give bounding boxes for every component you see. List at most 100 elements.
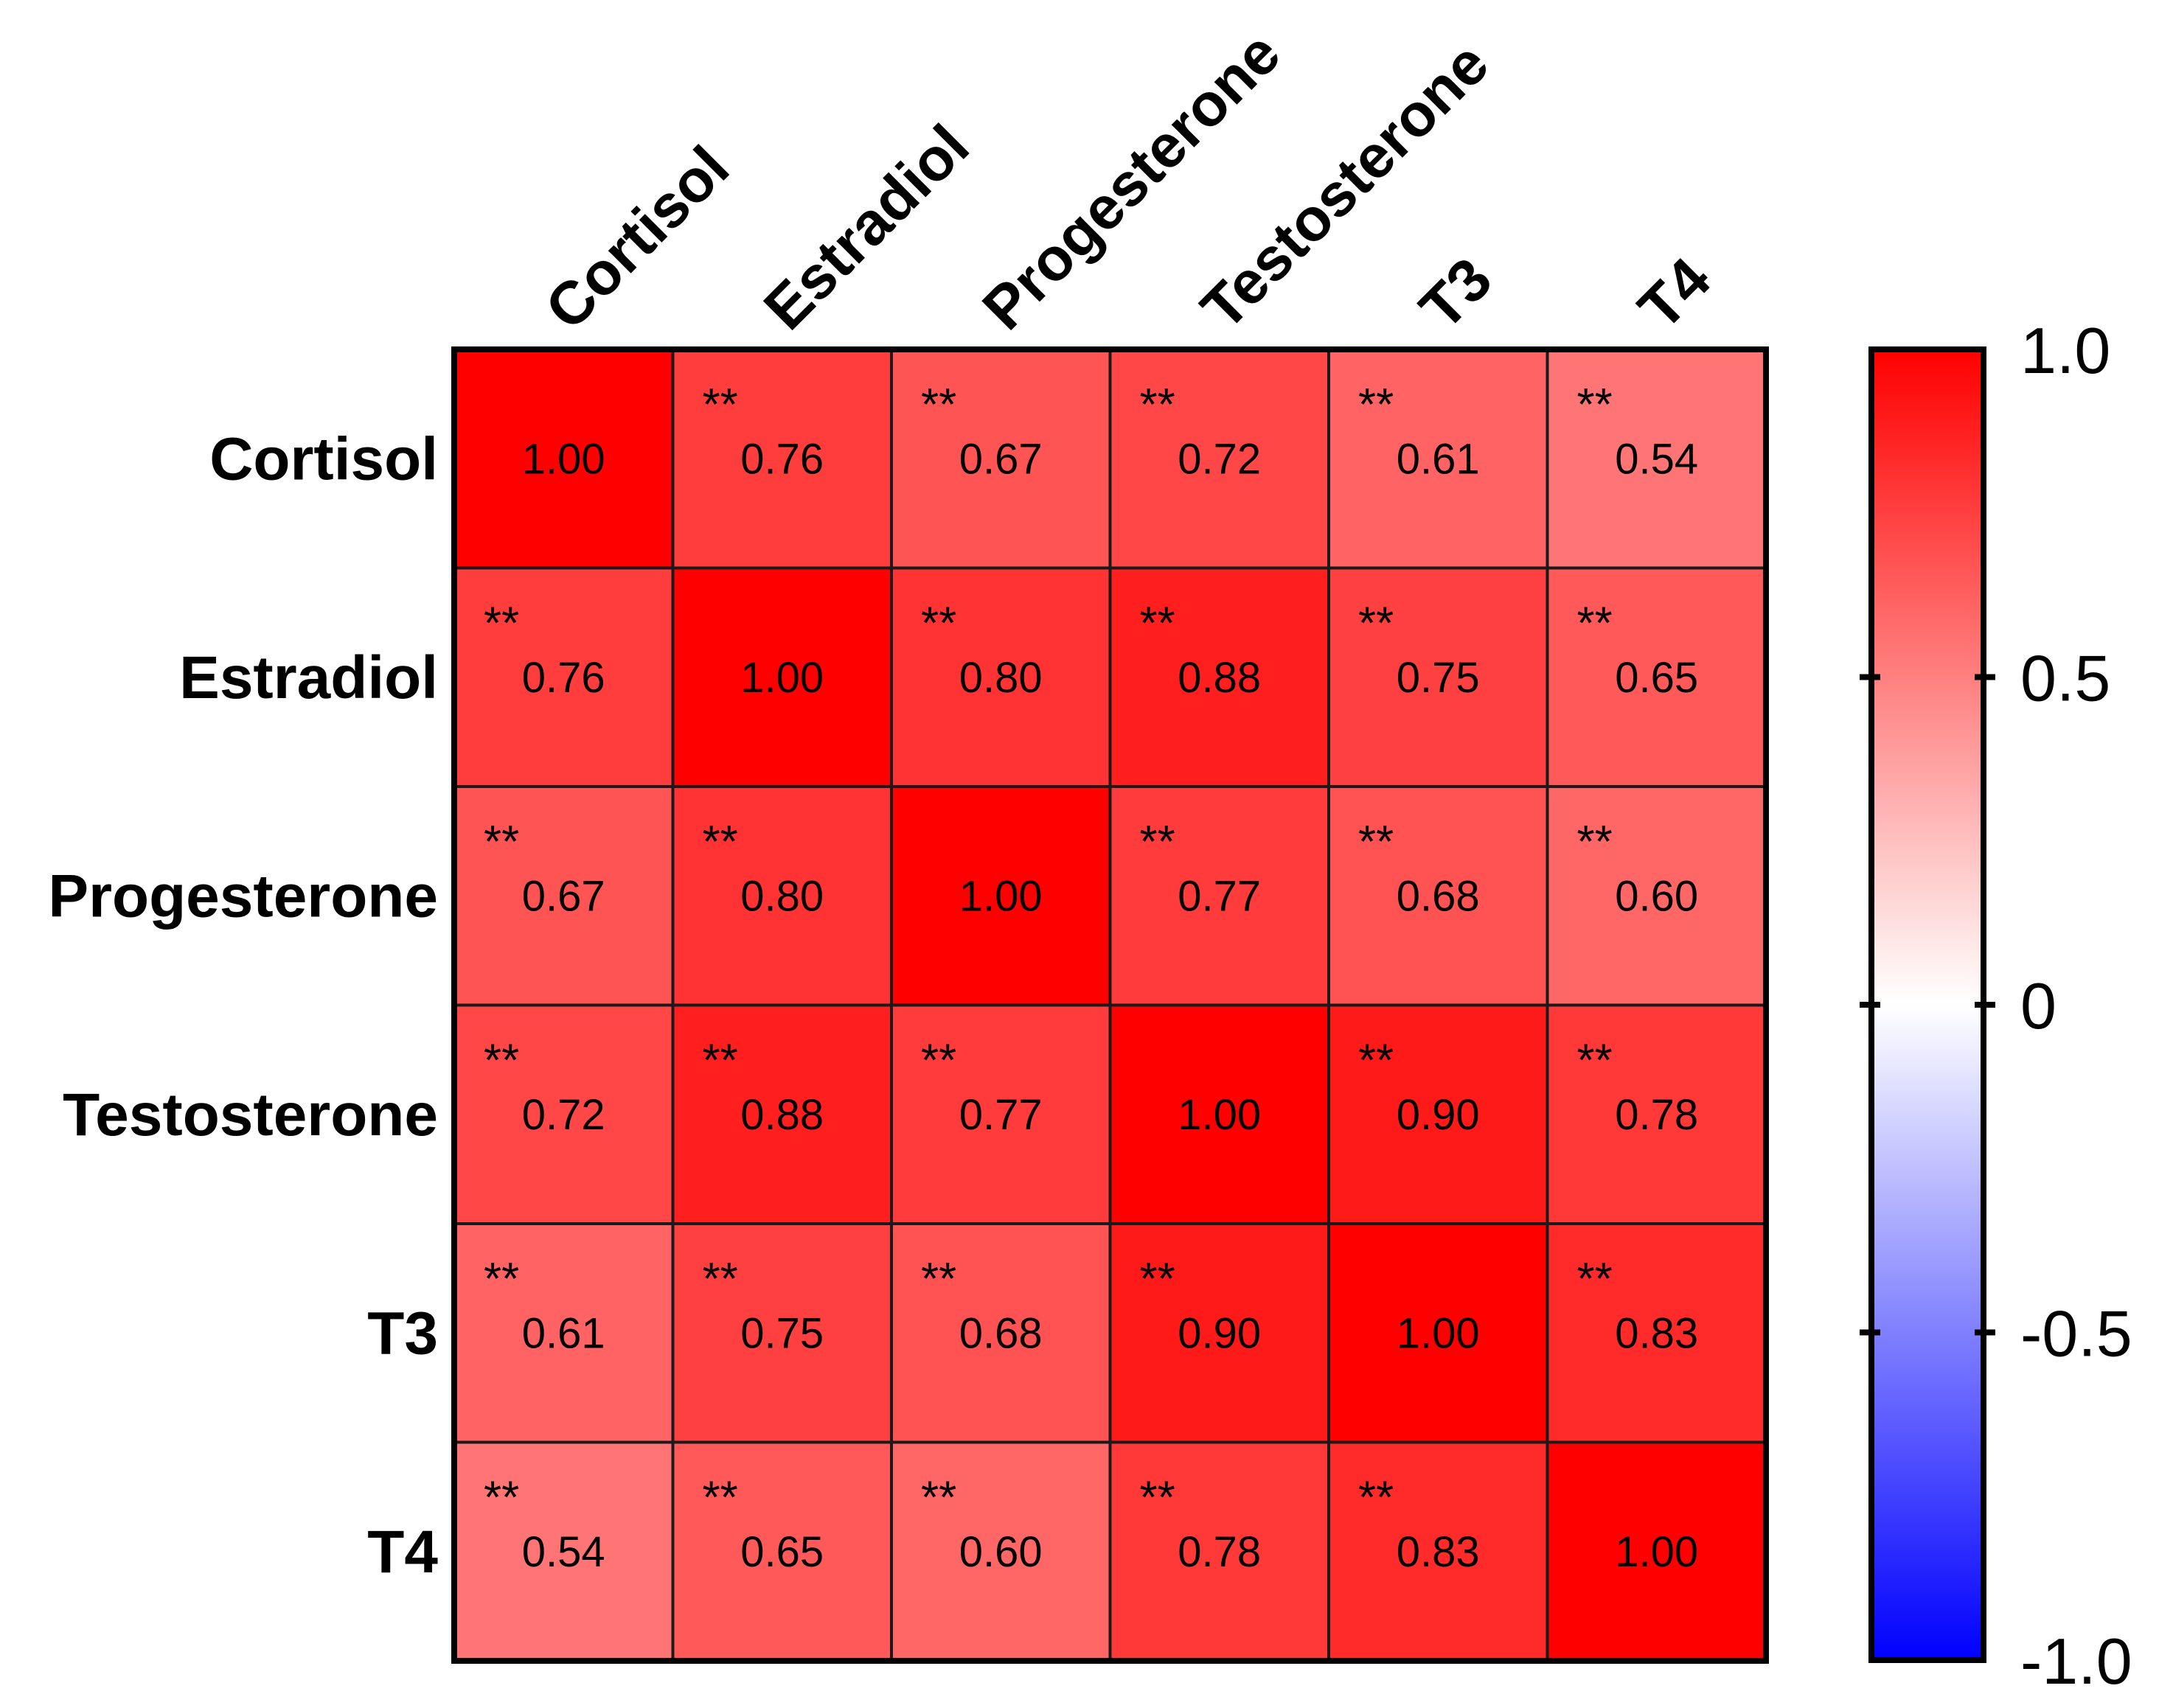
- heatmap-cell: [1546, 566, 1767, 788]
- cell-significance-marker: **: [1577, 1254, 1613, 1305]
- cell-value-label: 0.61: [522, 1309, 605, 1357]
- heatmap-cell: [453, 1440, 675, 1662]
- heatmap-cell: [1327, 785, 1549, 1007]
- heatmap-cell: [1546, 785, 1767, 1007]
- cell-significance-marker: **: [703, 380, 738, 431]
- cell-value-label: 0.60: [1615, 872, 1698, 920]
- cell-value-label: 0.75: [1397, 654, 1480, 702]
- cell-value-label: 0.61: [1397, 435, 1480, 483]
- cell-significance-marker: **: [1358, 380, 1394, 431]
- cell-significance-marker: **: [1140, 1254, 1175, 1305]
- cell-significance-marker: **: [1577, 599, 1613, 649]
- colorbar-tick-label: -0.5: [2020, 1297, 2132, 1370]
- cell-significance-marker: **: [921, 1473, 956, 1524]
- cell-significance-marker: **: [703, 817, 738, 868]
- cell-significance-marker: **: [1577, 817, 1613, 868]
- heatmap-cell: [671, 348, 893, 570]
- heatmap-cell: [453, 1003, 675, 1225]
- cell-value-label: 0.72: [522, 1091, 605, 1139]
- heatmap-cell: [1108, 348, 1330, 570]
- heatmap-cell: [1108, 1003, 1330, 1225]
- colorbar-tick-label: -1.0: [2020, 1625, 2132, 1698]
- cell-significance-marker: **: [1140, 599, 1175, 649]
- colorbar-gradient: [1868, 346, 1986, 1663]
- cell-value-label: 0.67: [522, 872, 605, 920]
- heatmap-cell: [453, 785, 675, 1007]
- cell-value-label: 0.54: [1615, 435, 1698, 483]
- heatmap-cell: [1108, 566, 1330, 788]
- heatmap-cells: 1.00**0.76**0.67**0.72**0.61**0.54**0.76…: [453, 348, 1767, 1662]
- cell-significance-marker: **: [484, 1254, 519, 1305]
- heatmap-cell: [1108, 1222, 1330, 1444]
- heatmap-cell: [671, 1003, 893, 1225]
- cell-significance-marker: **: [1140, 817, 1175, 868]
- cell-value-label: 1.00: [959, 872, 1043, 920]
- heatmap-cell: [671, 566, 893, 788]
- heatmap-cell: [1327, 1440, 1549, 1662]
- cell-significance-marker: **: [703, 1036, 738, 1087]
- colorbar-ticks: 1.0 0.5 0 -0.5 -1.0: [1860, 314, 2132, 1698]
- cell-value-label: 0.88: [1178, 654, 1261, 702]
- heatmap-cell: [1327, 1003, 1549, 1225]
- cell-value-label: 0.77: [1178, 872, 1261, 920]
- cell-significance-marker: **: [1358, 599, 1394, 649]
- cell-significance-marker: **: [921, 1254, 956, 1305]
- heatmap-cell: [1327, 1222, 1549, 1444]
- cell-value-label: 1.00: [1178, 1091, 1261, 1139]
- cell-significance-marker: **: [1358, 817, 1394, 868]
- cell-significance-marker: **: [484, 599, 519, 649]
- cell-value-label: 0.76: [740, 435, 824, 483]
- heatmap-cell: [890, 1222, 1112, 1444]
- cell-significance-marker: **: [1140, 1473, 1175, 1524]
- row-label: Progesterone: [48, 862, 438, 930]
- cell-value-label: 0.60: [959, 1528, 1043, 1576]
- colorbar-tick-label: 0: [2020, 969, 2057, 1042]
- colorbar-tick-label: 1.0: [2020, 314, 2110, 387]
- column-label: T4: [1626, 245, 1723, 342]
- cell-significance-marker: **: [703, 1473, 738, 1524]
- cell-value-label: 0.90: [1178, 1309, 1261, 1357]
- cell-value-label: 0.72: [1178, 435, 1261, 483]
- column-label: Cortisol: [533, 133, 742, 342]
- cell-value-label: 0.83: [1615, 1309, 1698, 1357]
- cell-significance-marker: **: [1577, 1036, 1613, 1087]
- column-label: Estradiol: [751, 112, 981, 342]
- cell-value-label: 0.80: [740, 872, 824, 920]
- cell-value-label: 0.65: [740, 1528, 824, 1576]
- cell-value-label: 1.00: [740, 654, 824, 702]
- cell-value-label: 0.83: [1397, 1528, 1480, 1576]
- cell-value-label: 0.78: [1615, 1091, 1698, 1139]
- colorbar: 1.0 0.5 0 -0.5 -1.0: [1860, 314, 2132, 1698]
- row-label: Estradiol: [179, 644, 438, 711]
- cell-value-label: 0.88: [740, 1091, 824, 1139]
- cell-value-label: 0.54: [522, 1528, 605, 1576]
- colorbar-tick-label: 0.5: [2020, 642, 2110, 715]
- cell-significance-marker: **: [484, 1036, 519, 1087]
- cell-value-label: 1.00: [1397, 1309, 1480, 1357]
- cell-value-label: 0.68: [1397, 872, 1480, 920]
- row-label: T3: [367, 1300, 438, 1367]
- cell-value-label: 1.00: [522, 435, 605, 483]
- heatmap-cell: [1108, 785, 1330, 1007]
- row-label: Testosterone: [63, 1081, 438, 1148]
- heatmap-cell: [453, 348, 675, 570]
- cell-significance-marker: **: [921, 1036, 956, 1087]
- heatmap-cell: [671, 785, 893, 1007]
- heatmap-cell: [1546, 1440, 1767, 1662]
- cell-value-label: 0.77: [959, 1091, 1043, 1139]
- cell-significance-marker: **: [1140, 380, 1175, 431]
- cell-significance-marker: **: [921, 380, 956, 431]
- heatmap-cell: [890, 1003, 1112, 1225]
- row-label: T4: [367, 1519, 438, 1586]
- cell-significance-marker: **: [1358, 1036, 1394, 1087]
- heatmap-cell: [1327, 348, 1549, 570]
- cell-value-label: 0.75: [740, 1309, 824, 1357]
- column-labels: Cortisol EstradiolProgesteroneTestosteron…: [533, 20, 1724, 343]
- cell-value-label: 0.78: [1178, 1528, 1261, 1576]
- heatmap-frame: [451, 346, 1769, 1664]
- cell-value-label: 0.68: [959, 1309, 1043, 1357]
- cell-value-label: 0.80: [959, 654, 1043, 702]
- cell-significance-marker: **: [703, 1254, 738, 1305]
- cell-significance-marker: **: [1577, 380, 1613, 431]
